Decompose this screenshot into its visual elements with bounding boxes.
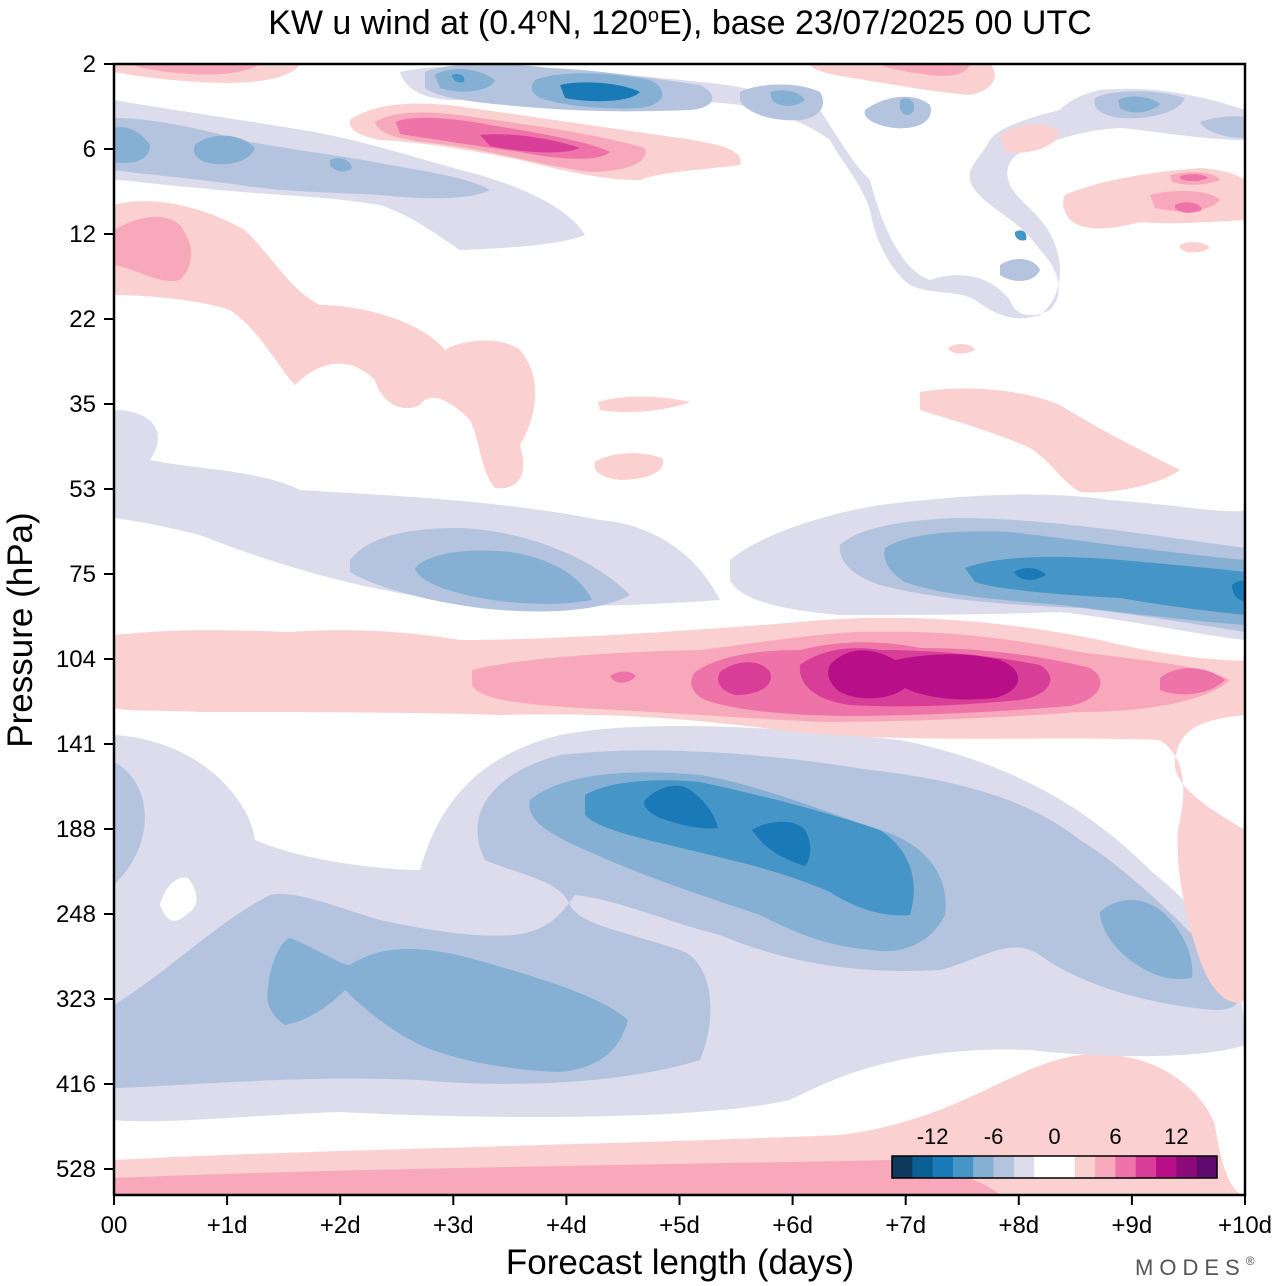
contour-upper-w2c — [1150, 190, 1220, 212]
x-tick-label: +6d — [772, 1212, 813, 1239]
contour-lowstrat-w5 — [828, 650, 1019, 700]
y-tick-label: 248 — [56, 901, 96, 928]
x-tick-label: +8d — [998, 1212, 1039, 1239]
contour-hole-b — [945, 237, 980, 250]
colorbar-swatch — [932, 1156, 954, 1178]
contour-midtrop-e5b — [752, 821, 811, 866]
x-tick-label: +5d — [659, 1212, 700, 1239]
contour-upper-e4b — [452, 73, 465, 83]
contour-upper-e2d — [864, 96, 931, 129]
colorbar-swatch — [1054, 1156, 1076, 1178]
contour-upper-e3c — [435, 68, 495, 92]
contour-strat-w2 — [114, 216, 192, 282]
contour-upper-e3 — [114, 127, 150, 163]
contour-upper-e3h — [770, 90, 805, 106]
y-tick-label: 22 — [69, 306, 96, 333]
contour-lowstrat-w4 — [718, 662, 771, 695]
colorbar-swatch — [1013, 1156, 1035, 1178]
x-tick-label: +3d — [433, 1212, 474, 1239]
colorbar-swatch — [973, 1156, 995, 1178]
x-tick-label: +2d — [320, 1212, 361, 1239]
colorbar-swatch — [912, 1156, 934, 1178]
colorbar-swatch — [1034, 1156, 1055, 1178]
contour-midtrop-e3c — [1100, 900, 1193, 980]
contour-upper-e2g — [1000, 258, 1040, 282]
contour-strat-w1c — [594, 453, 664, 480]
contour-strat-w1 — [114, 201, 536, 489]
contour-upper-e3b — [193, 135, 255, 165]
colorbar-swatch — [892, 1156, 913, 1178]
x-tick-label: +10d — [1218, 1212, 1272, 1239]
contour-upper-w3b — [1175, 202, 1202, 213]
colorbar-frame — [891, 1155, 1218, 1179]
contour-upper-e3f — [1118, 96, 1160, 113]
y-tick-label: 188 — [56, 816, 96, 843]
contour-upper-w2 — [130, 64, 260, 75]
colorbar-label: 12 — [1164, 1124, 1188, 1149]
contour-strat-w1b — [920, 388, 1180, 493]
contour-surface-w2 — [114, 1160, 1000, 1195]
contour-upper-w1d — [1000, 124, 1060, 153]
colorbar: -12 -6 0 6 12 — [891, 1124, 1218, 1179]
colorbar-label: 0 — [1048, 1124, 1060, 1149]
y-tick-label: 104 — [56, 646, 96, 673]
y-tick-label: 416 — [56, 1071, 96, 1098]
contour-lowstrat-w3c — [610, 671, 636, 683]
colorbar-swatch — [1196, 1156, 1218, 1178]
y-tick-label: 528 — [56, 1156, 96, 1183]
contour-tropo-e3 — [415, 550, 592, 604]
colorbar-label: 6 — [1109, 1124, 1121, 1149]
colorbar-label: -12 — [917, 1124, 949, 1149]
y-tick-label: 6 — [83, 136, 96, 163]
contour-upper-e2f — [1200, 116, 1245, 138]
contour-tropo-e5b — [1232, 580, 1245, 602]
contour-hole — [160, 877, 197, 921]
x-axis-label: Forecast length (days) — [506, 1243, 854, 1282]
y-tick-label: 141 — [56, 731, 96, 758]
colorbar-swatch — [952, 1156, 974, 1178]
brand-logo: MODES® — [1135, 1254, 1261, 1280]
x-tick-label: +9d — [1112, 1212, 1153, 1239]
contour-upper-e4c — [1014, 230, 1027, 241]
y-tick-label: 2 — [83, 51, 96, 78]
contour-upper-w3c — [1180, 174, 1208, 182]
y-tick-label: 53 — [69, 476, 96, 503]
y-tick-label: 35 — [69, 391, 96, 418]
colorbar-swatch — [1115, 1156, 1137, 1178]
contour-hole-c — [665, 229, 755, 240]
contour-upper-e3g — [900, 98, 915, 116]
colorbar-swatch — [1156, 1156, 1177, 1178]
y-axis: 2 6 12 22 35 53 75 104 141 188 248 323 416 528 — [56, 51, 114, 1183]
colorbar-swatch — [1074, 1156, 1096, 1178]
y-axis-label: Pressure (hPa) — [1, 512, 40, 747]
contour-upper-w4 — [480, 134, 580, 153]
x-tick-label: +7d — [885, 1212, 926, 1239]
colorbar-swatch — [1135, 1156, 1157, 1178]
y-tick-label: 75 — [69, 561, 96, 588]
contour-fill — [114, 64, 1245, 1195]
contour-tropo-e5 — [1014, 568, 1046, 580]
contour-upper-w1f — [1180, 242, 1210, 253]
contour-strat-w1d — [598, 396, 690, 413]
contour-midtrop-e3 — [267, 938, 628, 1072]
y-tick-label: 12 — [69, 221, 96, 248]
x-tick-label: 00 — [101, 1212, 128, 1239]
colorbar-swatch — [1176, 1156, 1198, 1178]
colorbar-swatch — [1095, 1156, 1116, 1178]
contour-midtrop-e5 — [644, 785, 718, 829]
x-tick-label: +4d — [546, 1212, 587, 1239]
colorbar-swatch — [993, 1156, 1015, 1178]
contour-strat-w1e — [948, 344, 975, 354]
y-tick-label: 323 — [56, 986, 96, 1013]
contour-lowstrat-w3b — [1160, 668, 1225, 695]
x-tick-label: +1d — [207, 1212, 248, 1239]
contour-upper-e4 — [560, 82, 640, 102]
chart-title: KW u wind at (0.4oN, 120oE), base 23/07/… — [268, 4, 1092, 42]
x-axis: 00 +1d +2d +3d +4d +5d +6d +7d +8d +9d +10d — [101, 1195, 1272, 1239]
contour-upper-w2e — [880, 64, 970, 76]
colorbar-label: -6 — [984, 1124, 1004, 1149]
contour-upper-e3e — [330, 157, 352, 172]
